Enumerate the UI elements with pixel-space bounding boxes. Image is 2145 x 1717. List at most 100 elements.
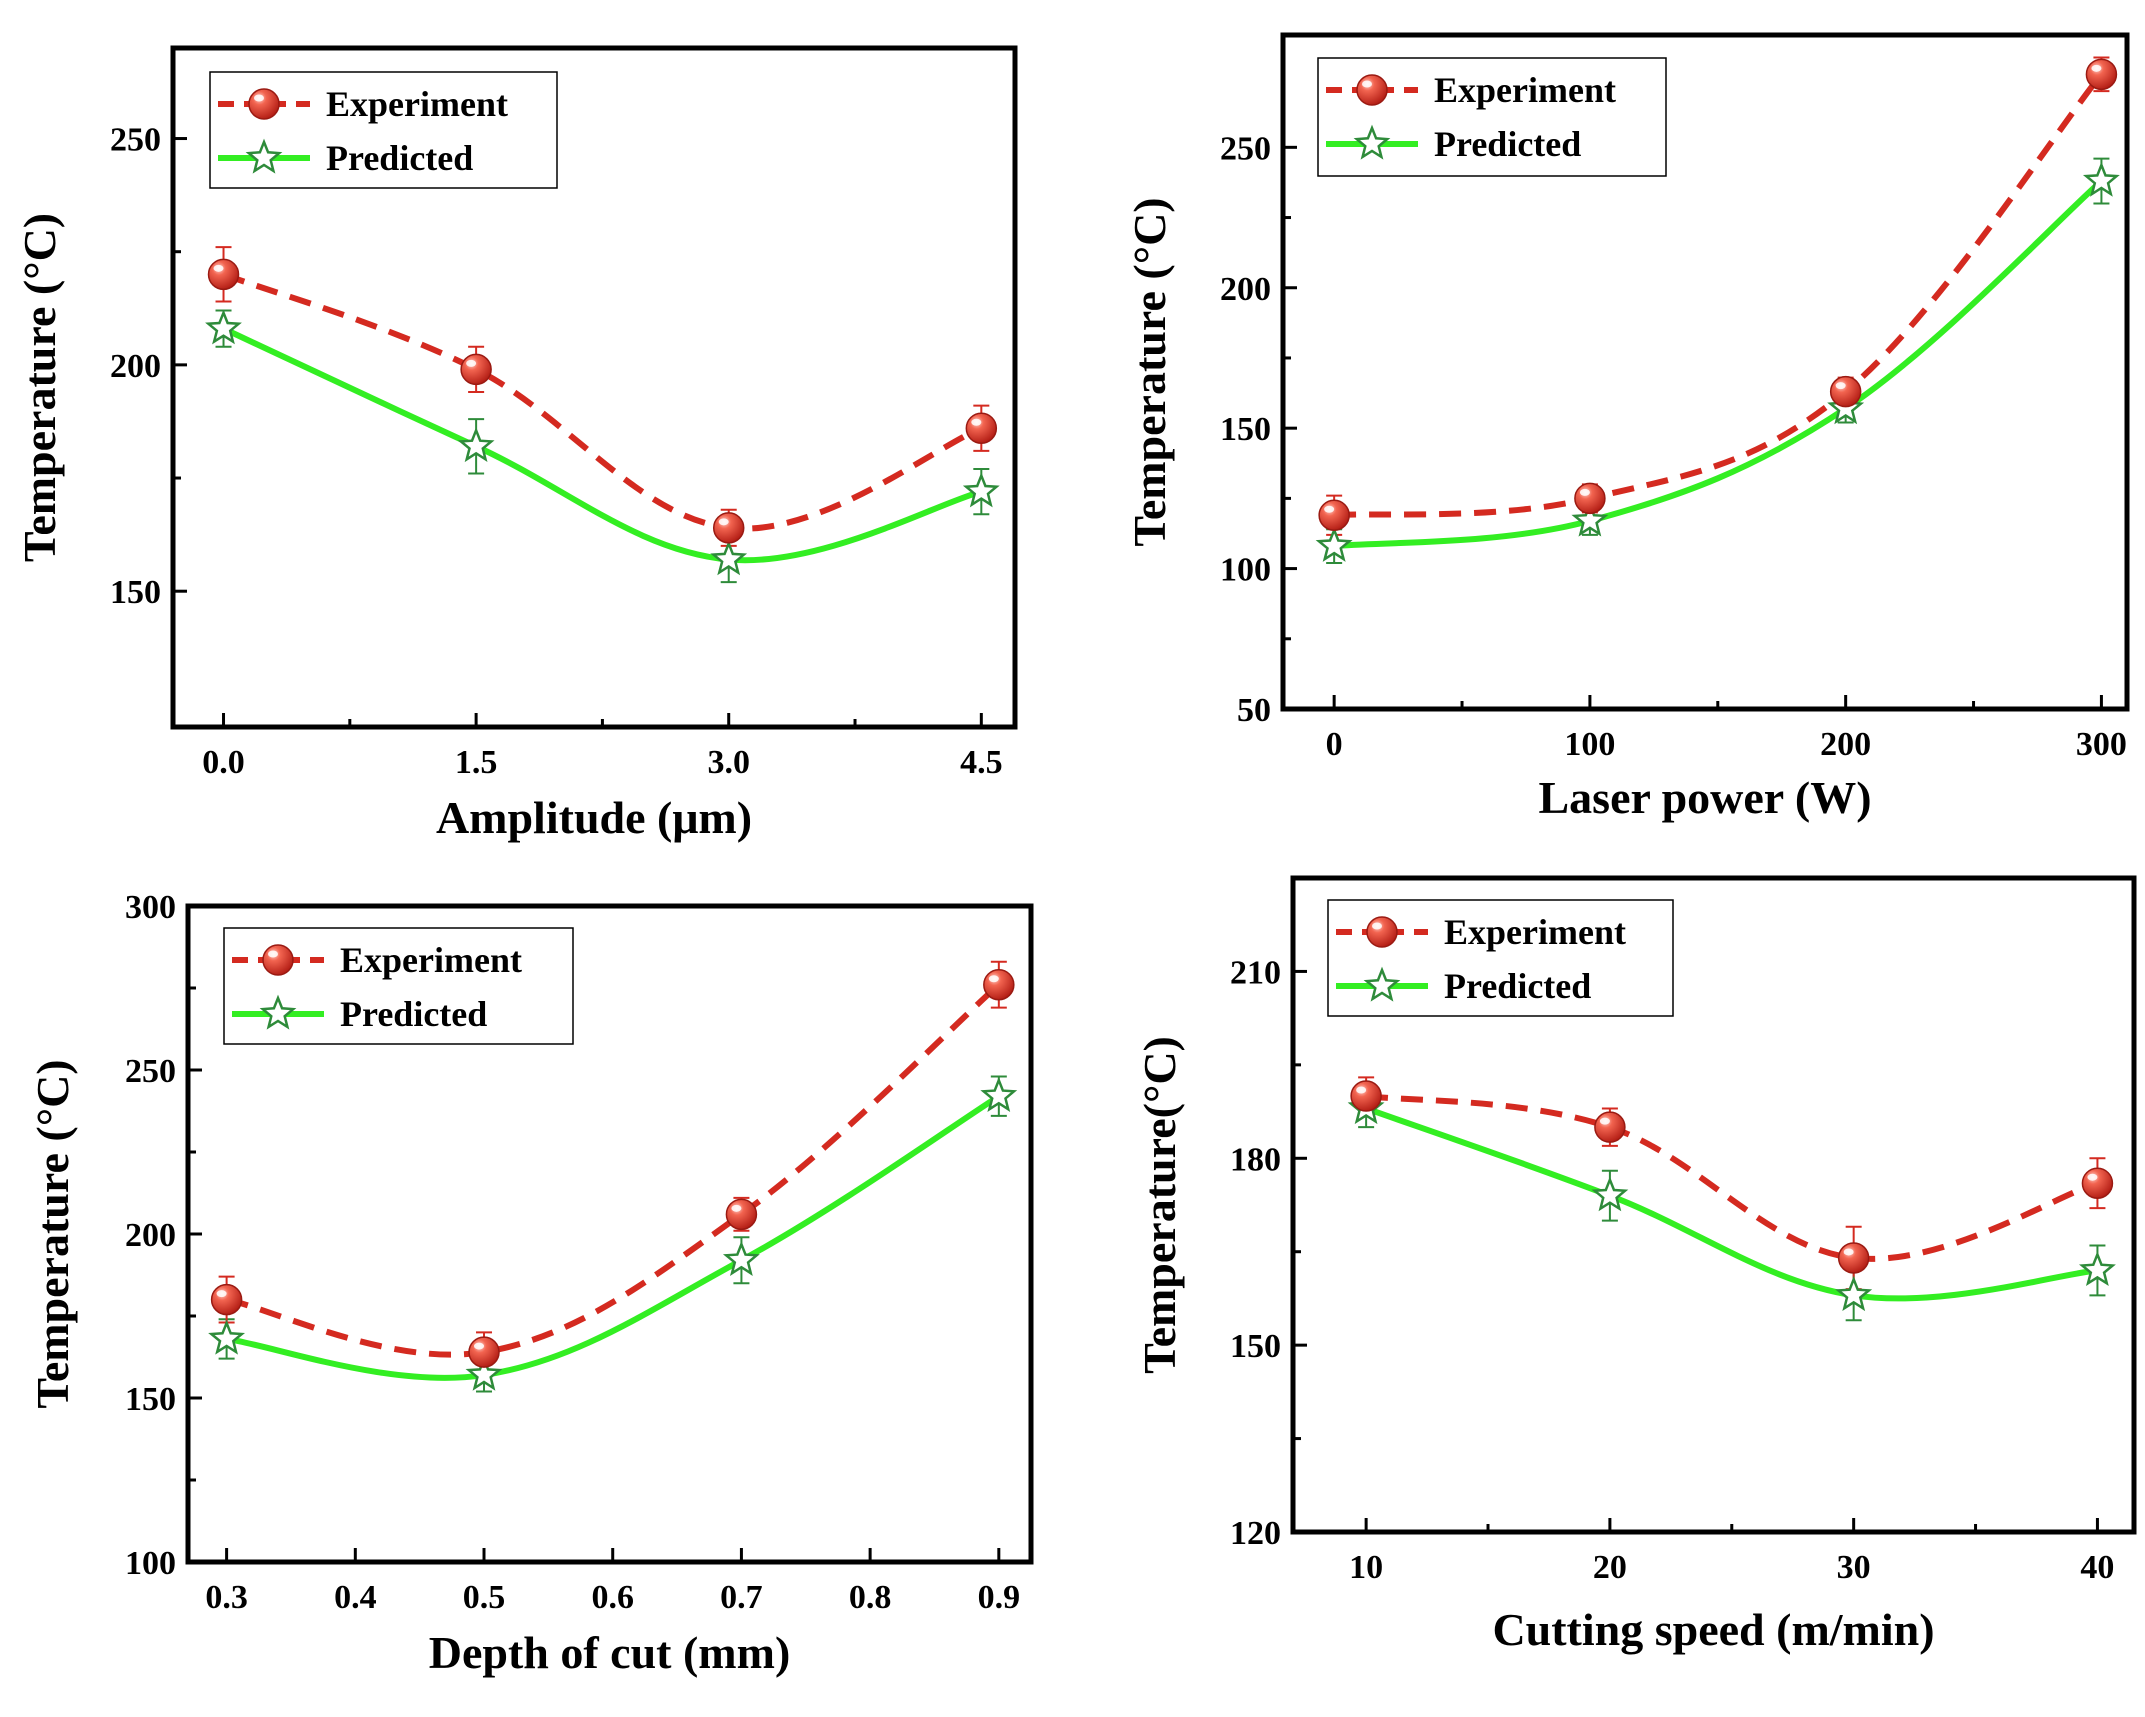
y-tick-label: 200 <box>110 348 161 385</box>
legend: Experiment Predicted <box>209 71 558 189</box>
y-tick-label: 150 <box>1220 411 1271 448</box>
legend: Experiment Predicted <box>1327 899 1674 1017</box>
x-tick-label: 20 <box>1593 1549 1627 1586</box>
legend-marker-predicted <box>1353 124 1391 160</box>
y-tick-label: 120 <box>1230 1515 1281 1552</box>
data-point-experiment <box>2085 58 2118 91</box>
y-tick-label: 50 <box>1237 692 1271 729</box>
legend: Experiment Predicted <box>1317 57 1667 177</box>
data-point-experiment <box>725 1198 758 1231</box>
data-point-experiment <box>1318 499 1350 531</box>
x-tick-label: 0.5 <box>463 1579 506 1616</box>
x-tick-label: 0.8 <box>849 1579 892 1616</box>
x-tick-label: 30 <box>1837 1549 1871 1586</box>
legend-label-experiment: Experiment <box>340 940 522 980</box>
data-point-predicted <box>1835 1275 1873 1312</box>
x-tick-label: 300 <box>2076 726 2127 763</box>
data-point-predicted <box>1591 1176 1629 1212</box>
chart-4: 120 150 180 210 10 20 30 40 Cutting speed (m/min… <box>1134 875 2137 1655</box>
legend-marker-experiment <box>248 88 280 120</box>
data-point-predicted <box>465 1355 503 1391</box>
y-tick-label: 150 <box>110 574 161 611</box>
y-tick-label: 150 <box>125 1381 176 1418</box>
data-point-experiment <box>1837 1242 1870 1274</box>
data-point-predicted <box>2078 1251 2116 1287</box>
data-point-experiment <box>1594 1111 1626 1143</box>
legend-label-predicted: Predicted <box>340 994 487 1034</box>
data-point-experiment <box>210 1283 243 1316</box>
legend-label-experiment: Experiment <box>1434 70 1616 110</box>
x-axis-title: Cutting speed (m/min) <box>1492 1604 1934 1655</box>
x-axis-title: Amplitude (μm) <box>436 792 752 843</box>
series-line-experiment <box>226 982 1001 1358</box>
x-tick-label: 4.5 <box>960 744 1003 781</box>
data-point-predicted <box>208 1319 246 1355</box>
data-point-predicted <box>457 426 495 463</box>
series-line-predicted <box>1333 178 2104 550</box>
y-tick-label: 180 <box>1230 1141 1281 1178</box>
legend-label-predicted: Predicted <box>326 138 473 178</box>
data-point-experiment <box>468 1336 500 1368</box>
legend: Experiment Predicted <box>223 927 574 1045</box>
data-point-experiment <box>460 353 492 386</box>
series-line-experiment <box>1365 1093 2099 1262</box>
legend-marker-predicted <box>245 138 283 174</box>
legend-label-predicted: Predicted <box>1444 966 1591 1006</box>
data-point-predicted <box>205 309 242 345</box>
legend-marker-predicted <box>1363 966 1401 1002</box>
legend-marker-experiment <box>1366 916 1398 948</box>
data-point-experiment <box>2081 1167 2114 1199</box>
x-tick-label: 10 <box>1349 1549 1383 1586</box>
series-line-experiment <box>222 271 983 532</box>
x-tick-label: 40 <box>2080 1549 2114 1586</box>
plot-frame <box>1280 32 2130 712</box>
x-tick-label: 0.0 <box>202 744 245 781</box>
series-line-experiment <box>1333 72 2104 519</box>
x-tick-label: 100 <box>1564 726 1615 763</box>
series-line-predicted <box>1365 1105 2098 1302</box>
series-line-predicted <box>226 1093 1001 1381</box>
legend-marker-experiment <box>262 944 294 976</box>
legend-label-experiment: Experiment <box>326 84 508 124</box>
x-axis-title: Laser power (W) <box>1538 772 1871 823</box>
data-point-predicted <box>980 1076 1018 1112</box>
x-tick-label: 200 <box>1820 726 1871 763</box>
y-tick-label: 100 <box>125 1545 176 1582</box>
data-point-experiment <box>1829 375 1862 408</box>
y-tick-label: 200 <box>1220 271 1271 308</box>
legend-label-predicted: Predicted <box>1434 124 1581 164</box>
legend-marker-experiment <box>1356 74 1388 106</box>
x-tick-label: 0.3 <box>205 1579 248 1616</box>
x-tick-label: 0.4 <box>334 1579 377 1616</box>
y-axis-title: Temperature (°C) <box>27 1059 78 1408</box>
y-tick-label: 250 <box>1220 130 1271 167</box>
x-tick-label: 0.9 <box>978 1579 1021 1616</box>
chart-1: 150 200 250 0.0 1.5 3.0 4.5 Amplitude (μm) Tempe… <box>14 45 1018 843</box>
data-point-predicted <box>722 1240 760 1276</box>
y-axis-title: Temperature (°C) <box>1124 197 1175 546</box>
y-tick-label: 300 <box>125 889 176 926</box>
data-point-predicted <box>1571 501 1609 537</box>
y-tick-label: 150 <box>1230 1328 1281 1365</box>
x-tick-label: 1.5 <box>455 744 498 781</box>
y-tick-label: 210 <box>1230 954 1281 991</box>
y-tick-label: 250 <box>110 122 161 159</box>
data-point-predicted <box>962 472 1000 508</box>
plot-frame <box>1290 875 2137 1535</box>
y-tick-label: 200 <box>125 1217 176 1254</box>
chart-2: 50 100 150 200 250 0 100 200 300 Laser power (W) T… <box>1124 32 2130 823</box>
data-point-experiment <box>983 968 1015 1001</box>
x-axis-title: Depth of cut (mm) <box>429 1627 791 1678</box>
x-tick-label: 3.0 <box>707 744 750 781</box>
data-point-experiment <box>1574 482 1606 515</box>
y-tick-label: 250 <box>125 1053 176 1090</box>
legend-marker-predicted <box>259 994 297 1030</box>
y-axis-title: Temperature(°C) <box>1134 1036 1185 1374</box>
y-axis-title: Temperature (°C) <box>14 213 65 562</box>
x-tick-label: 0 <box>1326 726 1343 763</box>
x-tick-label: 0.6 <box>591 1579 634 1616</box>
y-tick-label: 100 <box>1220 552 1271 589</box>
data-point-experiment <box>965 412 998 444</box>
legend-label-experiment: Experiment <box>1444 912 1626 952</box>
